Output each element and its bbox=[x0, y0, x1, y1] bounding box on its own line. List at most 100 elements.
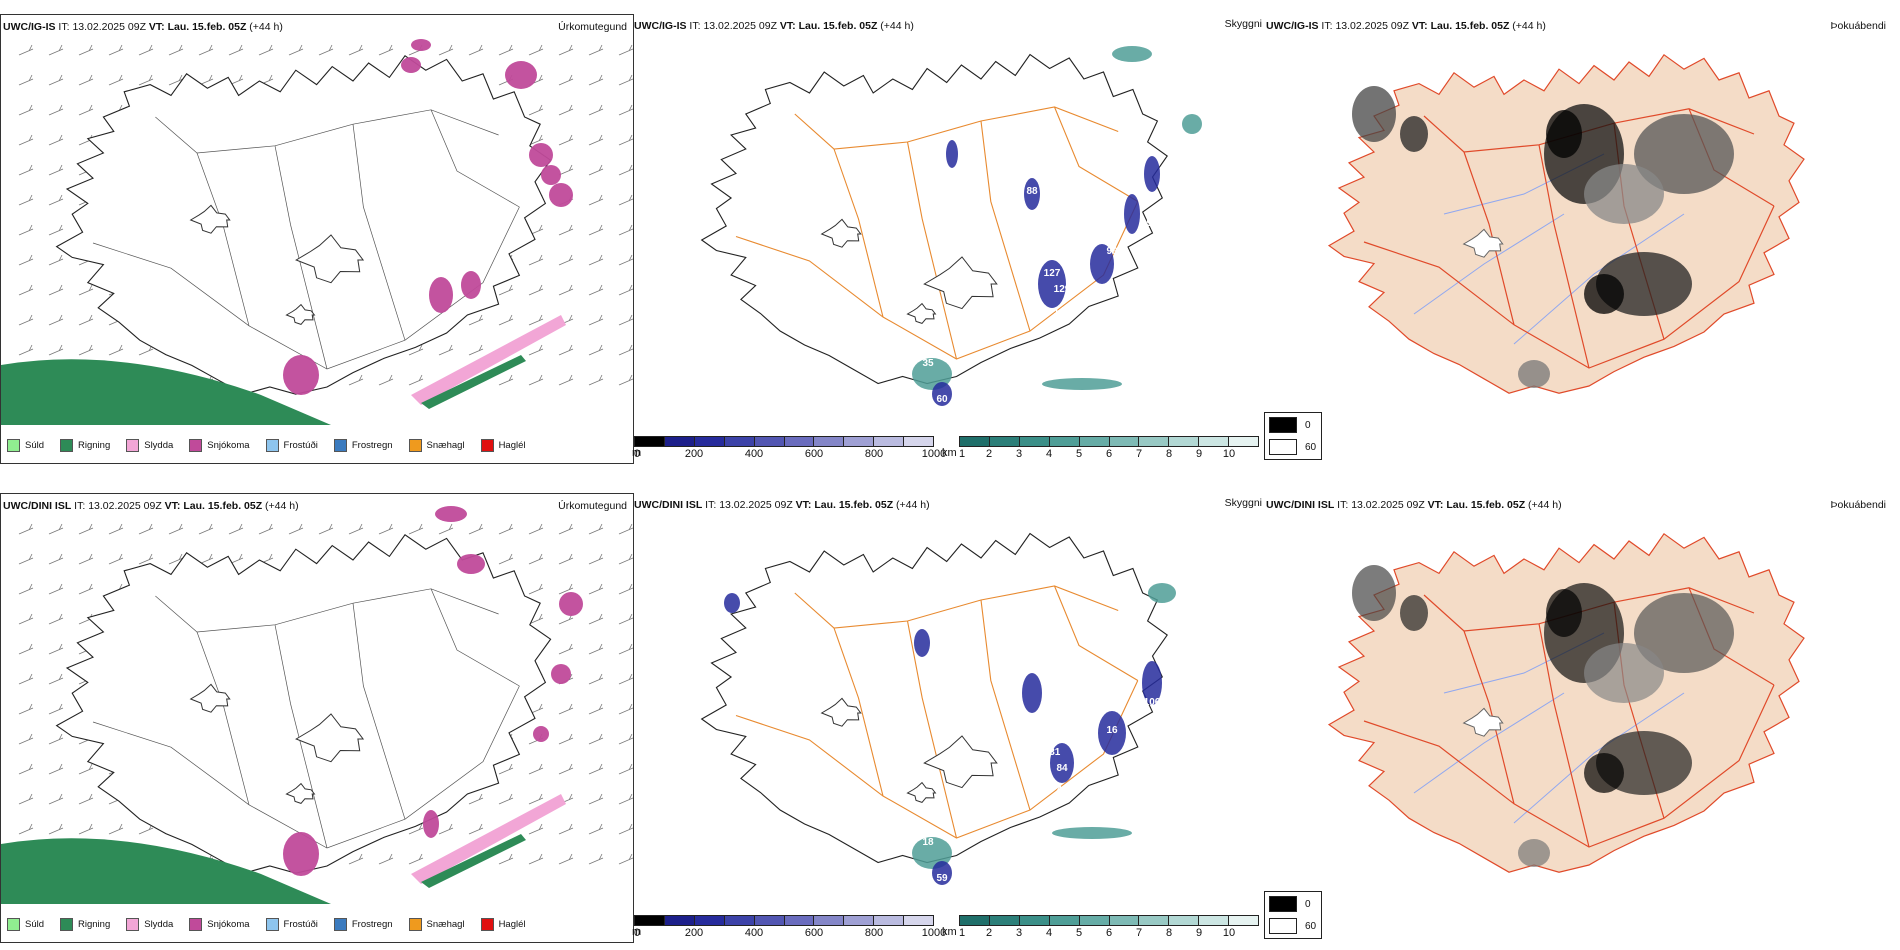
fog-area bbox=[1352, 565, 1396, 621]
colorbar-tick: 200 bbox=[684, 448, 704, 460]
wind-barb bbox=[348, 853, 364, 865]
visibility-area bbox=[932, 382, 952, 406]
fog-area bbox=[1518, 360, 1550, 388]
glacier-outline bbox=[820, 697, 862, 727]
wind-barb bbox=[558, 853, 574, 865]
snow-area bbox=[551, 664, 571, 684]
colorbar-swatch bbox=[664, 437, 695, 446]
coastline bbox=[700, 532, 1168, 864]
wind-barb bbox=[108, 553, 124, 565]
road-line bbox=[430, 109, 520, 208]
legend-label: Snæhagl bbox=[426, 440, 465, 451]
visibility-area bbox=[914, 629, 930, 657]
colorbar-tick: 10 bbox=[1222, 448, 1236, 460]
snow-area bbox=[549, 183, 573, 207]
colorbar-swatch bbox=[1169, 916, 1200, 925]
colorbar-tick: 600 bbox=[804, 927, 824, 939]
colorbar-swatch bbox=[874, 916, 905, 925]
colorbar-swatch bbox=[754, 437, 785, 446]
wind-barb bbox=[498, 553, 514, 565]
panel-title-visibility-2: Skyggni bbox=[1224, 497, 1262, 509]
colorbar-swatch bbox=[1199, 916, 1230, 925]
ceiling-unit-2: m bbox=[632, 926, 642, 938]
legend-label: Slydda bbox=[144, 440, 174, 451]
wind-barb bbox=[498, 793, 514, 805]
glacier-outline bbox=[820, 218, 862, 248]
colorbar-swatch bbox=[1019, 437, 1050, 446]
wind-barb bbox=[528, 254, 544, 266]
run-header-4: UWC/DINI ISL IT: 13.02.2025 09Z VT: Lau.… bbox=[3, 500, 299, 512]
glacier-outline bbox=[285, 782, 316, 804]
wind-barb bbox=[528, 374, 544, 386]
legend-label: Súld bbox=[25, 440, 45, 451]
wind-barb bbox=[18, 224, 34, 236]
legend-swatch bbox=[7, 918, 20, 931]
wind-barb bbox=[618, 613, 633, 625]
wind-barb bbox=[618, 254, 633, 266]
glacier-outline bbox=[906, 302, 937, 324]
run-header-2: UWC/IG-IS IT: 13.02.2025 09Z VT: Lau. 15… bbox=[634, 20, 914, 32]
visibility-area bbox=[1182, 114, 1202, 134]
wind-barb bbox=[558, 284, 574, 296]
wind-barb bbox=[558, 164, 574, 176]
sleet-band bbox=[411, 794, 566, 884]
wind-barb bbox=[588, 673, 604, 685]
legend-swatch bbox=[265, 439, 279, 452]
wind-barb bbox=[498, 44, 514, 56]
precip-legend-2: Súld Rigning Slydda Snjókoma Frostúði Frostre… bbox=[7, 918, 542, 931]
visibility-area bbox=[1052, 827, 1132, 839]
legend-item: Súld bbox=[7, 918, 44, 931]
fog-area bbox=[1634, 114, 1734, 194]
colorbar-swatch bbox=[784, 437, 815, 446]
wind-barb bbox=[408, 523, 424, 535]
river-line bbox=[1513, 692, 1685, 824]
snow-area bbox=[435, 506, 467, 522]
wind-barb bbox=[408, 853, 424, 865]
wind-barb bbox=[288, 523, 304, 535]
colorbar-tick: 400 bbox=[744, 927, 764, 939]
legend-swatch bbox=[60, 918, 74, 931]
wind-barb bbox=[78, 284, 94, 296]
snow-area bbox=[401, 57, 421, 73]
ceiling-label: 131 bbox=[1044, 747, 1061, 758]
wind-barb bbox=[618, 643, 633, 655]
fog-area bbox=[1584, 643, 1664, 703]
glacier-outline bbox=[1462, 228, 1504, 258]
panel-title-precip-1: Úrkomutegund bbox=[558, 21, 627, 33]
fog-key-1: 0 60 bbox=[1264, 412, 1322, 460]
wind-barb bbox=[588, 733, 604, 745]
wind-barb bbox=[18, 793, 34, 805]
wind-barb bbox=[18, 553, 34, 565]
wind-barb bbox=[108, 823, 124, 835]
colorbar-swatch bbox=[694, 437, 725, 446]
wind-barb bbox=[498, 284, 514, 296]
colorbar-swatch bbox=[904, 437, 934, 446]
legend-label: Snæhagl bbox=[426, 919, 465, 930]
wind-barb bbox=[138, 74, 154, 86]
wind-barb bbox=[558, 134, 574, 146]
ceiling-label: 16 bbox=[1106, 725, 1118, 736]
wind-barb bbox=[588, 763, 604, 775]
wind-barb bbox=[618, 194, 633, 206]
colorbar-tick: 4 bbox=[1045, 448, 1053, 460]
wind-barb bbox=[168, 523, 184, 535]
panel-title-fog-2: Þokuábendi bbox=[1830, 499, 1886, 511]
legend-item: Frostregn bbox=[333, 439, 393, 452]
legend-item: Frostregn bbox=[333, 918, 393, 931]
colorbar-swatch bbox=[784, 916, 815, 925]
wind-barb bbox=[498, 374, 514, 386]
wind-barb bbox=[408, 374, 424, 386]
wind-barb bbox=[18, 613, 34, 625]
wind-barb bbox=[558, 44, 574, 56]
ceiling-colorbar-ticks: 0 200 400 600 800 1000 bbox=[634, 926, 946, 940]
wind-barb bbox=[228, 44, 244, 56]
wind-barb bbox=[468, 344, 484, 356]
legend-swatch bbox=[126, 439, 140, 452]
snow-area bbox=[283, 355, 319, 395]
wind-barb bbox=[468, 314, 484, 326]
wind-barb bbox=[18, 164, 34, 176]
visibility-colorbar-ticks: 1 2 3 4 5 6 7 8 9 10 bbox=[959, 447, 1259, 461]
wind-barb bbox=[18, 523, 34, 535]
colorbar-tick: 2 bbox=[985, 448, 993, 460]
legend-label: Frostregn bbox=[351, 440, 393, 451]
